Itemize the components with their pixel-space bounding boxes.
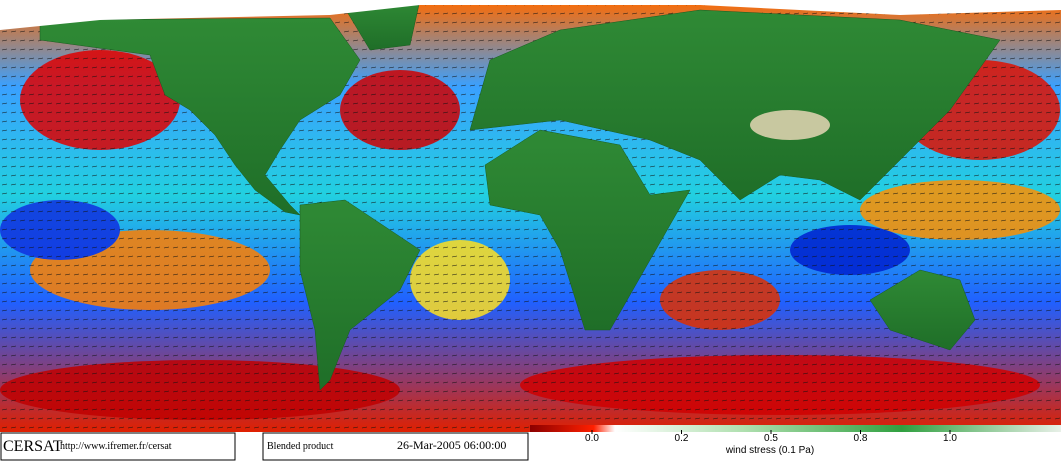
greenland (339, 0, 421, 51)
continents (39, 0, 1001, 391)
colorbar-tick-label: 0.2 (675, 433, 689, 444)
south-america (299, 199, 421, 391)
colorbar (530, 425, 1061, 432)
arctic (0, 0, 1061, 30)
product-box (262, 432, 529, 461)
colorbar-label: wind stress (0.1 Pa) (725, 445, 814, 456)
north-america (39, 17, 361, 216)
colorbar-tick-label: 0.0 (585, 433, 599, 444)
colorbar-ticks: 0.0 0.2 0.5 0.8 1.0 (585, 430, 957, 444)
australia (869, 269, 976, 351)
colorbar-tick-label: 0.8 (854, 433, 868, 444)
africa (484, 129, 691, 331)
logo: CERSAT (3, 438, 63, 455)
colorbar-tick-label: 1.0 (943, 433, 957, 444)
map (0, 0, 1061, 432)
url: http://www.ifremer.fr/cersat (60, 441, 172, 452)
credit-box (0, 432, 236, 461)
tibet (750, 110, 830, 140)
eurasia (469, 9, 1001, 201)
colorbar-tick-label: 0.5 (764, 433, 778, 444)
date: 26-Mar-2005 06:00:00 (397, 438, 506, 452)
product: Blended product (267, 441, 334, 452)
